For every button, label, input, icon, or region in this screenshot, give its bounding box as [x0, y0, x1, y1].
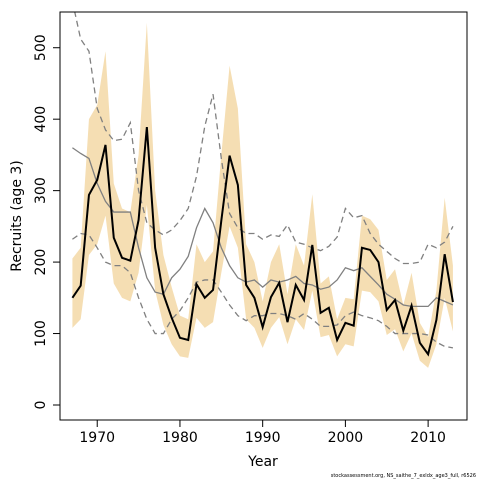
x-tick-label: 1970: [79, 430, 115, 446]
plot-frame: [59, 11, 468, 421]
x-tick-label: 2000: [328, 430, 364, 446]
x-axis-label: Year: [247, 454, 278, 470]
y-tick-label: 0: [33, 401, 49, 410]
y-tick-label: 400: [33, 106, 49, 133]
y-tick-label: 300: [33, 177, 49, 204]
plot-area: [71, 12, 454, 368]
x-tick-label: 2010: [410, 430, 446, 446]
interval-line: [72, 232, 454, 349]
y-tick-label: 100: [33, 320, 49, 347]
y-tick-label: 200: [33, 249, 49, 276]
interval-line: [74, 12, 454, 265]
y-tick-label: 500: [33, 34, 49, 61]
x-tick-label: 1990: [245, 430, 281, 446]
x-tick-label: 1980: [162, 430, 198, 446]
y-axis-label: Recruits (age 3): [9, 160, 25, 272]
source-note: stockassessment.org, NS_saithe_7_exldx_a…: [331, 473, 476, 479]
series-line: [71, 126, 454, 357]
